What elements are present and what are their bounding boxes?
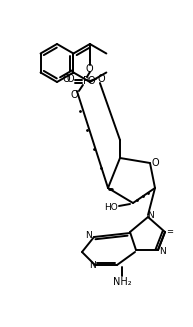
Text: O: O xyxy=(97,74,105,84)
Text: N: N xyxy=(147,212,153,220)
Text: N: N xyxy=(86,232,92,240)
Text: NH₂: NH₂ xyxy=(113,277,131,287)
Text: O: O xyxy=(85,64,93,74)
Text: O: O xyxy=(70,90,78,100)
Text: N: N xyxy=(159,247,165,255)
Text: O: O xyxy=(66,74,74,84)
Text: O: O xyxy=(151,158,159,168)
Text: P: P xyxy=(83,76,89,86)
Text: N: N xyxy=(89,262,95,270)
Text: =: = xyxy=(167,228,174,236)
Text: HO: HO xyxy=(104,202,118,212)
Text: O: O xyxy=(87,76,95,86)
Text: O: O xyxy=(63,74,70,83)
